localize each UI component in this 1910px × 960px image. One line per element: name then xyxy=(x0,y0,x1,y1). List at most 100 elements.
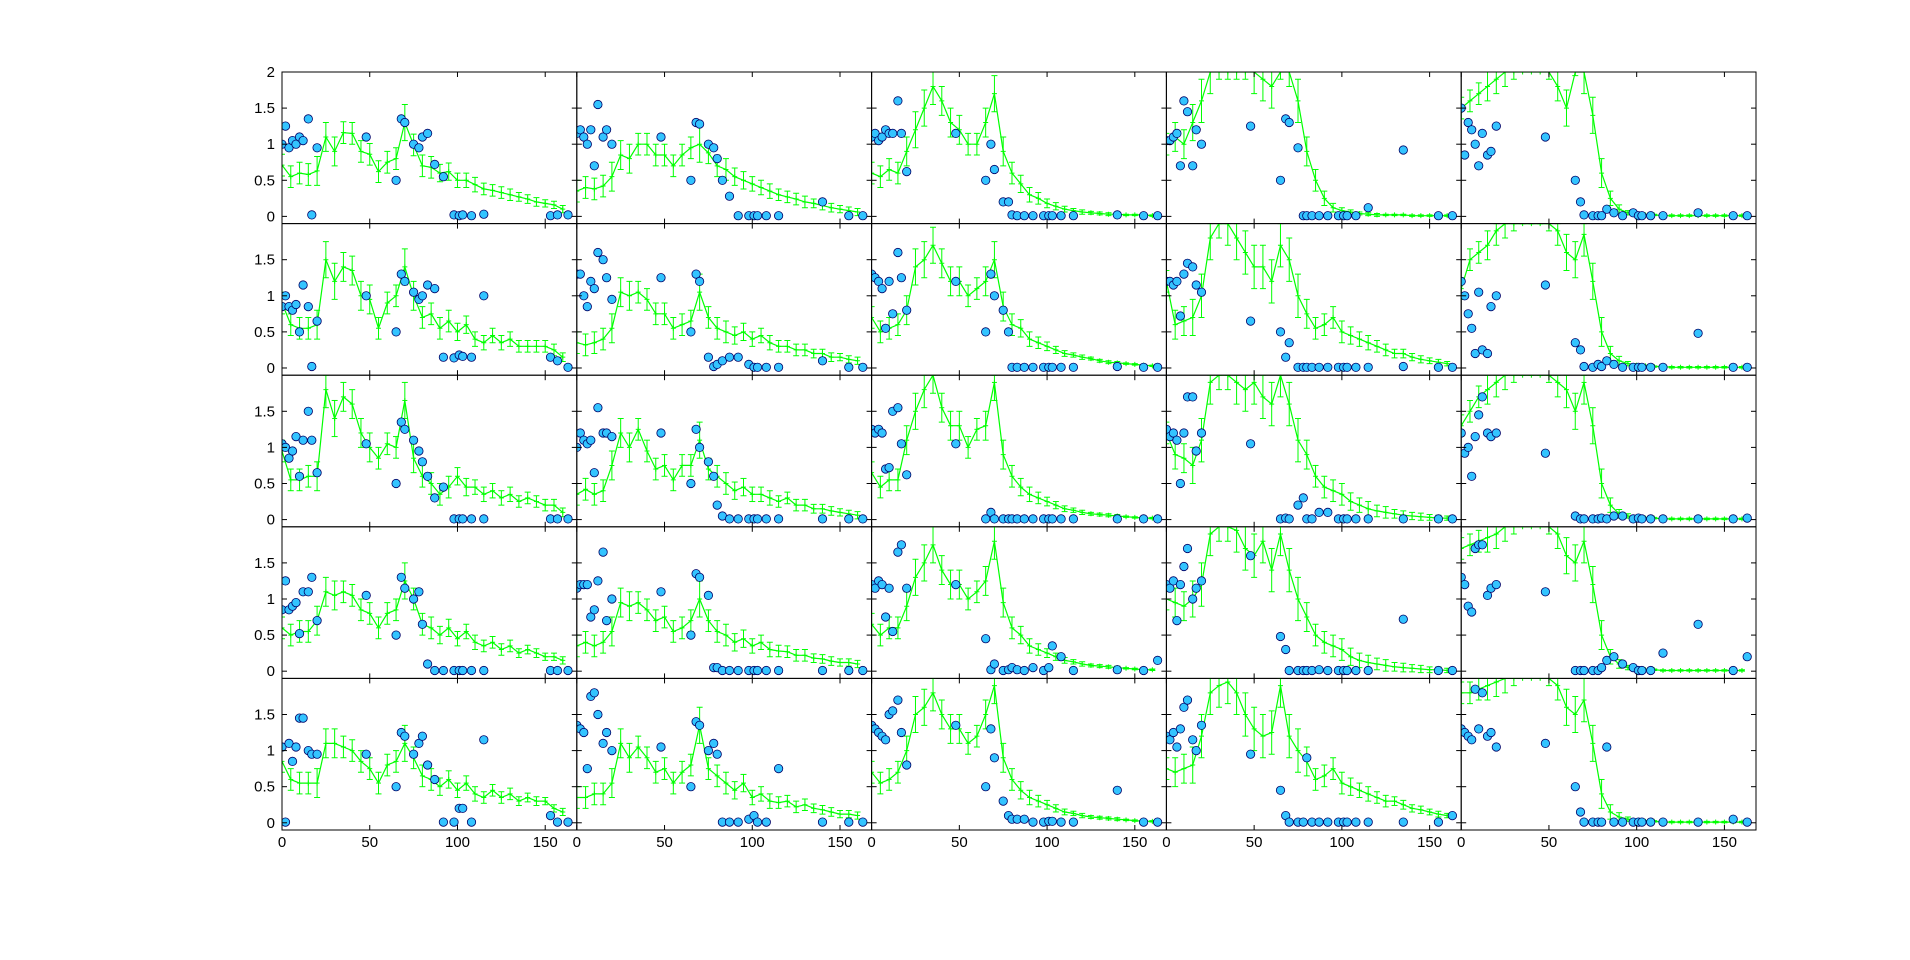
observed-point xyxy=(1477,540,1487,550)
model-point xyxy=(1172,757,1179,788)
observed-point xyxy=(951,579,961,590)
model-point xyxy=(1738,667,1745,673)
observed-point xyxy=(1179,702,1189,712)
model-point xyxy=(1338,771,1345,795)
observed-point xyxy=(896,273,907,283)
model-point xyxy=(877,320,884,344)
model-point xyxy=(1677,667,1684,673)
observed-point xyxy=(563,210,573,220)
model-point xyxy=(357,418,364,448)
observed-point xyxy=(1056,211,1066,221)
model-point xyxy=(1563,375,1570,409)
observed-point xyxy=(1602,742,1612,752)
model-point xyxy=(956,410,963,441)
observed-point xyxy=(1646,211,1656,221)
plot-area xyxy=(282,375,573,524)
model-point xyxy=(550,200,557,209)
observed-point xyxy=(1486,146,1496,156)
observed-point xyxy=(607,294,617,304)
observed-point xyxy=(586,435,596,445)
observed-point xyxy=(1281,352,1291,362)
model-point xyxy=(454,172,461,189)
observed-point xyxy=(312,749,322,759)
observed-point xyxy=(391,630,401,640)
observed-point xyxy=(579,132,589,142)
model-point xyxy=(1216,526,1223,542)
plot-area xyxy=(871,375,1163,524)
observed-point xyxy=(307,361,317,372)
observed-point xyxy=(981,175,991,185)
model-point xyxy=(1426,213,1433,219)
model-point xyxy=(661,605,668,629)
observed-point xyxy=(1172,435,1182,445)
model-point xyxy=(1554,678,1561,701)
model-point xyxy=(1207,375,1214,405)
panel-r2-c0: 0 0.5 1 1.5 xyxy=(254,374,578,529)
model-point xyxy=(973,418,980,441)
observed-point xyxy=(1139,362,1149,372)
model-point xyxy=(559,807,566,817)
model-point xyxy=(515,495,522,508)
observed-point xyxy=(1188,161,1198,171)
model-point xyxy=(1686,819,1693,825)
model-point xyxy=(608,768,615,799)
model-point xyxy=(982,266,989,297)
observed-point xyxy=(880,612,891,622)
x-tick-label: 150 xyxy=(1417,834,1442,851)
model-point xyxy=(679,143,686,167)
model-point xyxy=(480,791,487,804)
observed-point xyxy=(817,514,828,524)
model-point xyxy=(1466,399,1473,423)
model-point xyxy=(930,678,937,712)
model-point xyxy=(921,241,928,279)
observed-point xyxy=(1182,107,1193,117)
observed-point xyxy=(1196,428,1207,438)
x-tick-label: 100 xyxy=(740,834,765,851)
model-point xyxy=(938,699,945,730)
model-point xyxy=(498,490,505,506)
model-point xyxy=(635,591,642,614)
y-tick-label: 0.5 xyxy=(254,172,275,189)
observed-point xyxy=(391,175,401,185)
model-point xyxy=(1712,667,1719,673)
x-tick-label: 100 xyxy=(1329,834,1354,851)
model-point xyxy=(1321,190,1328,207)
observed-point xyxy=(1246,551,1256,561)
observed-point xyxy=(1003,197,1014,207)
model-point xyxy=(1321,764,1328,788)
model-point xyxy=(1598,468,1605,499)
model-point xyxy=(1087,814,1094,820)
y-tick-label: 1 xyxy=(267,743,275,760)
observed-point xyxy=(414,587,424,597)
model-point xyxy=(837,205,844,214)
observed-point xyxy=(1019,514,1029,524)
model-point xyxy=(1409,511,1416,521)
observed-point xyxy=(601,615,612,626)
observed-point xyxy=(466,665,477,676)
model-point xyxy=(428,616,435,640)
model-point xyxy=(930,526,937,564)
model-point xyxy=(1510,526,1517,535)
observed-point xyxy=(989,164,1000,175)
model-point xyxy=(1233,375,1240,405)
model-point xyxy=(357,598,364,622)
model-point xyxy=(758,786,765,802)
observed-point xyxy=(1609,652,1619,662)
model-point xyxy=(1391,212,1398,218)
observed-point xyxy=(1618,211,1628,221)
model-point xyxy=(1180,306,1187,336)
model-point xyxy=(1224,223,1231,246)
observed-point xyxy=(1658,362,1668,372)
observed-point xyxy=(1068,514,1079,524)
panel-r0-c0: 0 0.5 1 1.5 2 xyxy=(254,64,578,225)
model-point xyxy=(1044,648,1051,658)
model-point xyxy=(1131,666,1138,672)
model-point xyxy=(921,89,928,127)
observed-point xyxy=(1188,262,1198,272)
observed-point xyxy=(408,594,419,604)
observed-point xyxy=(656,132,666,142)
model-point xyxy=(1123,665,1130,671)
model-point xyxy=(507,486,514,503)
observed-point xyxy=(844,817,854,827)
model-point xyxy=(1233,678,1240,715)
